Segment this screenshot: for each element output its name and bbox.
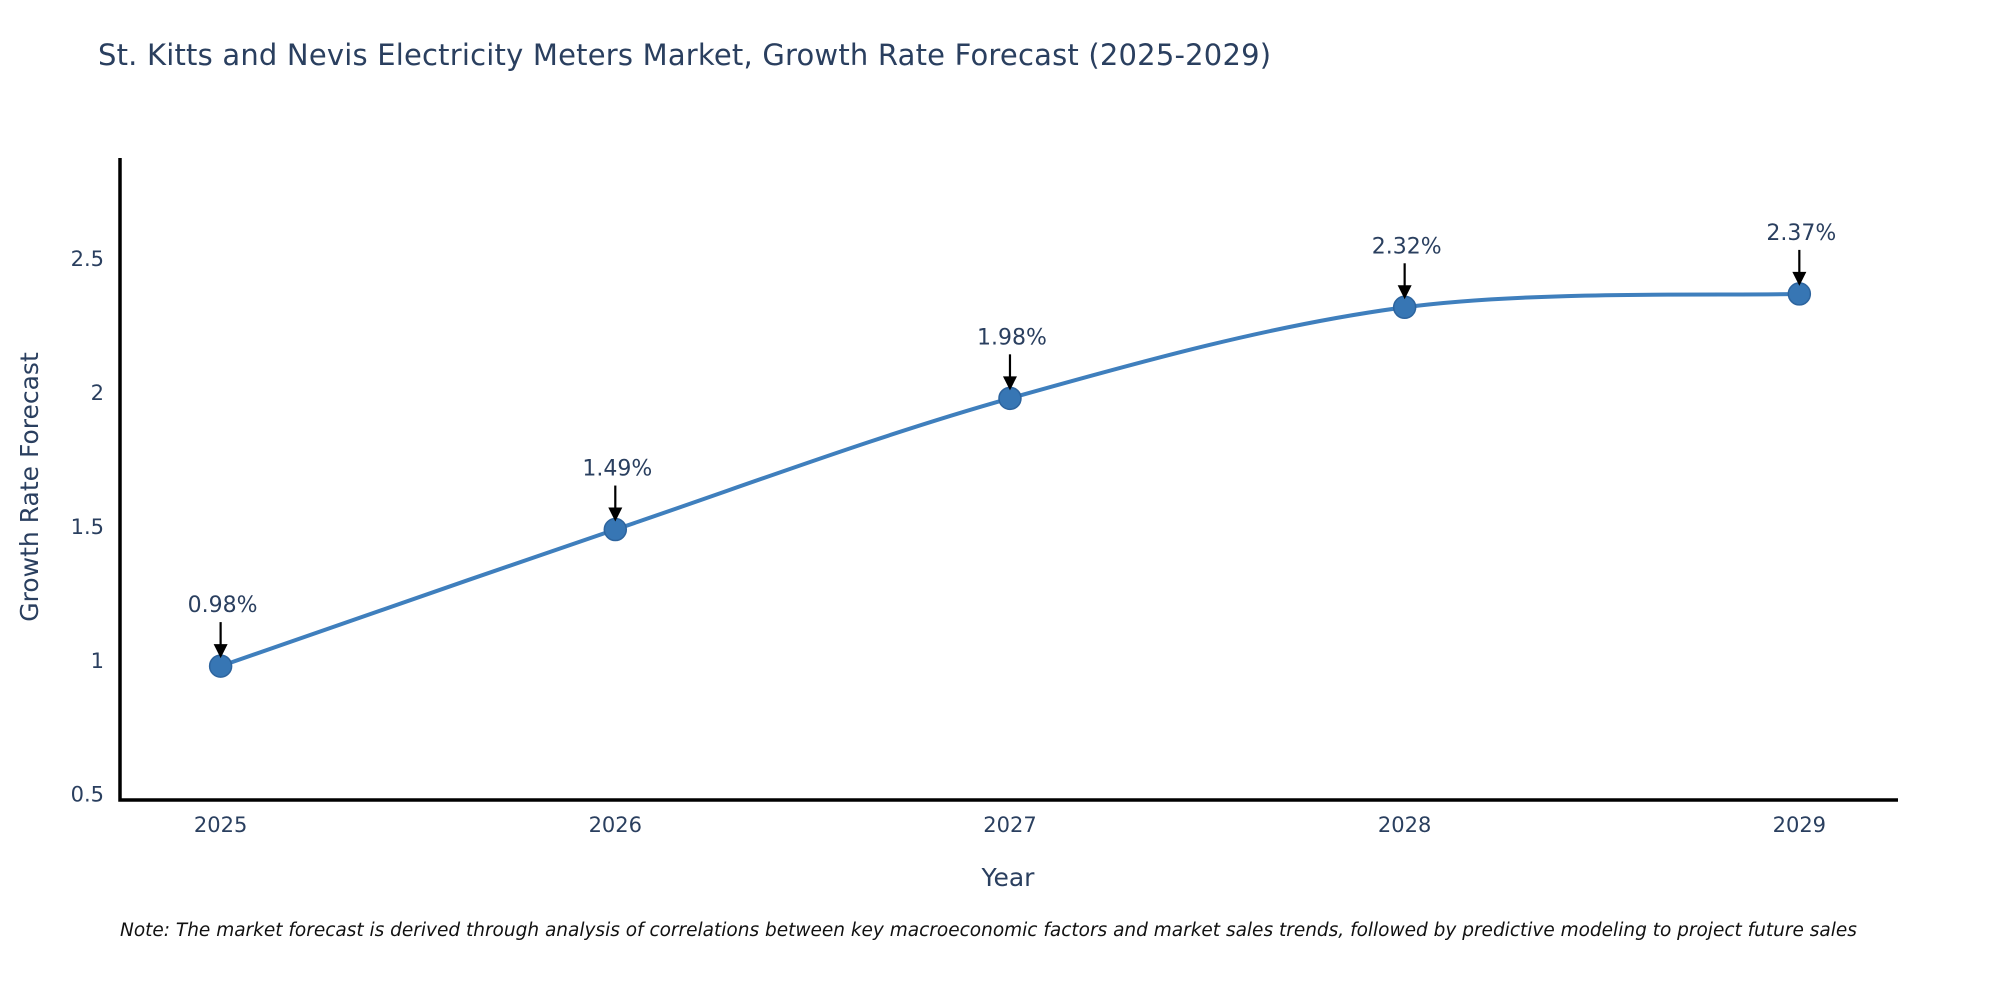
data-point-marker bbox=[603, 517, 628, 542]
data-point-label: 1.98% bbox=[977, 325, 1047, 350]
x-tick-label: 2028 bbox=[1378, 813, 1431, 837]
chart-title: St. Kitts and Nevis Electricity Meters M… bbox=[98, 38, 1272, 72]
data-point-label: 2.32% bbox=[1372, 234, 1442, 259]
data-point-marker bbox=[998, 386, 1022, 411]
x-tick-label: 2025 bbox=[194, 813, 247, 837]
data-point-label: 1.49% bbox=[582, 457, 652, 482]
footnote: Note: The market forecast is derived thr… bbox=[120, 920, 1857, 941]
annotation-arrowhead-icon bbox=[1397, 285, 1412, 300]
annotation-arrowhead-icon bbox=[1792, 271, 1807, 286]
x-tick-label: 2029 bbox=[1773, 813, 1826, 837]
data-point-marker bbox=[208, 654, 233, 678]
y-tick-label: 2 bbox=[91, 381, 104, 405]
y-tick-label: 1.5 bbox=[71, 515, 104, 539]
y-tick-label: 2.5 bbox=[71, 247, 104, 271]
data-point-marker bbox=[1787, 282, 1812, 306]
x-tick-label: 2026 bbox=[589, 813, 642, 837]
x-axis-title: Year bbox=[981, 863, 1036, 892]
data-point-marker bbox=[1392, 295, 1417, 320]
y-axis-title: Growth Rate Forecast bbox=[15, 352, 44, 622]
y-tick-label: 0.5 bbox=[71, 783, 104, 807]
annotation-arrowhead-icon bbox=[213, 644, 228, 659]
data-point-label: 2.37% bbox=[1766, 221, 1836, 246]
y-tick-label: 1 bbox=[91, 649, 104, 673]
annotation-arrowhead-icon bbox=[608, 507, 623, 522]
annotation-arrowhead-icon bbox=[1002, 376, 1017, 391]
data-point-label: 0.98% bbox=[188, 593, 258, 618]
axis-lines bbox=[118, 158, 1898, 802]
x-tick-label: 2027 bbox=[983, 813, 1036, 837]
